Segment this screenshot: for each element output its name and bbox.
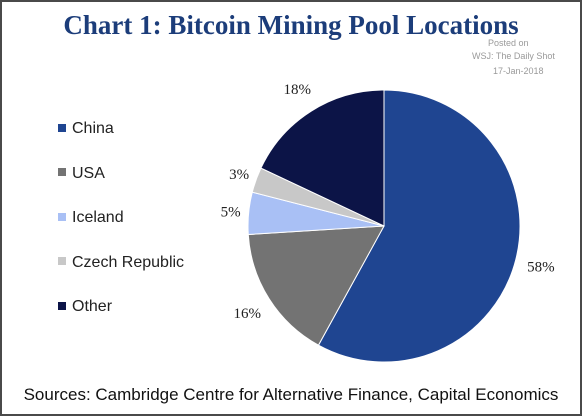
legend-item-iceland: Iceland — [58, 209, 124, 227]
legend-label-iceland: Iceland — [72, 209, 124, 226]
watermark-date: 17-Jan-2018 — [493, 66, 544, 76]
pie-slice-usa — [247, 225, 385, 346]
pie-label-usa: 16% — [233, 306, 261, 322]
pie-label-other: 18% — [283, 82, 311, 98]
legend-swatch-china — [58, 123, 66, 132]
legend-item-china: China — [58, 120, 114, 138]
chart-title: Chart 1: Bitcoin Mining Pool Locations — [63, 10, 519, 40]
watermark-source: WSJ: The Daily Shot — [472, 51, 555, 61]
legend-item-usa: USA — [58, 165, 105, 183]
legend-label-czech-republic: Czech Republic — [72, 253, 185, 271]
legend-label-china: China — [72, 120, 114, 137]
legend-swatch-czech-republic — [58, 257, 66, 266]
pie-slice-other — [260, 89, 385, 227]
legend-swatch-other — [58, 301, 66, 310]
legend-item-czech-republic: Czech Republic — [58, 254, 184, 272]
chart-source: Sources: Cambridge Centre for Alternativ… — [23, 385, 559, 404]
watermark-posted-on: Posted on — [488, 38, 529, 48]
pie-label-iceland: 5% — [221, 205, 241, 221]
pie-label-china: 58% — [527, 259, 555, 275]
pie-slice-china — [317, 89, 521, 363]
legend-swatch-usa — [58, 168, 66, 177]
legend-label-usa: USA — [72, 164, 105, 182]
legend-label-other: Other — [72, 298, 113, 315]
legend-swatch-iceland — [58, 212, 66, 221]
pie-label-czech-republic: 3% — [229, 167, 249, 183]
legend-item-other: Other — [58, 298, 112, 316]
